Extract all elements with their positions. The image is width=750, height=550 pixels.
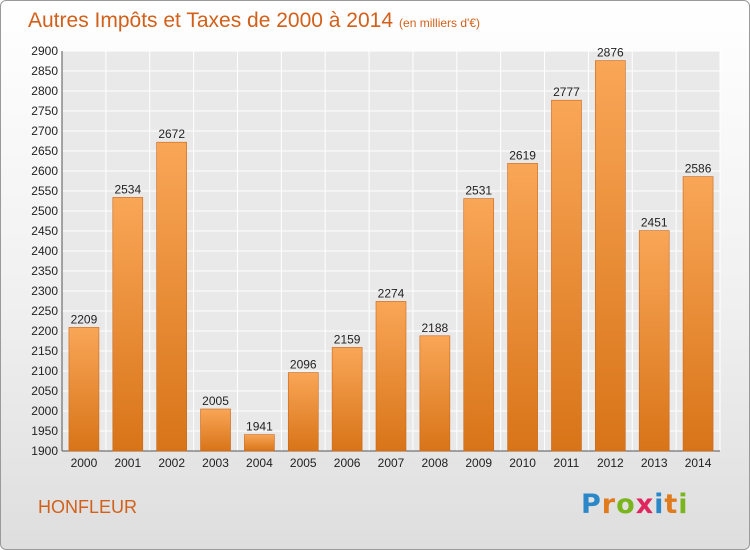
x-tick-label: 2000	[71, 456, 98, 470]
x-tick-label: 2008	[422, 456, 449, 470]
x-tick-label: 2013	[641, 456, 668, 470]
bar	[287, 372, 319, 452]
bar-value-label: 2209	[71, 312, 98, 326]
x-tick-label: 2004	[246, 456, 273, 470]
x-tick-label: 2009	[465, 456, 492, 470]
y-tick-label: 2150	[31, 344, 58, 358]
bar	[595, 60, 626, 452]
bar-value-label: 1941	[246, 420, 273, 434]
bar-value-label: 2274	[378, 286, 405, 300]
bar-value-label: 2096	[290, 358, 317, 372]
y-tick-label: 2600	[31, 164, 58, 178]
bar	[68, 327, 100, 452]
bar	[419, 335, 451, 452]
y-tick-label: 2500	[31, 204, 58, 218]
y-tick-label: 2800	[31, 84, 58, 98]
bar-value-label: 2777	[553, 85, 580, 99]
bar-value-label: 2159	[334, 332, 361, 346]
y-tick-label: 2650	[31, 144, 58, 158]
x-tick-label: 2010	[509, 456, 536, 470]
bar	[638, 230, 670, 452]
bar	[112, 197, 144, 452]
y-tick-label: 2350	[31, 264, 58, 278]
bar	[507, 163, 538, 452]
logo-letter: i	[678, 489, 689, 520]
x-tick-label: 2002	[158, 456, 185, 470]
bar-value-label: 2531	[465, 184, 492, 198]
y-tick-label: 2400	[31, 244, 58, 258]
bar-value-label: 2188	[422, 321, 449, 335]
y-tick-label: 2100	[31, 364, 58, 378]
title-text: Autres Impôts et Taxes de 2000 à 2014	[28, 9, 394, 32]
bar-value-label: 2876	[597, 46, 624, 60]
y-tick-label: 2200	[31, 324, 58, 338]
logo-letter: x	[635, 489, 655, 520]
x-tick-label: 2006	[334, 456, 361, 470]
y-tick-label: 2550	[31, 184, 58, 198]
y-tick-label: 2750	[31, 104, 58, 118]
y-tick-label: 1950	[31, 424, 58, 438]
y-tick-label: 2450	[31, 224, 58, 238]
logo-letter: P	[581, 489, 602, 520]
x-tick-label: 2012	[597, 456, 624, 470]
y-tick-label: 2050	[31, 384, 58, 398]
chart-title: Autres Impôts et Taxes de 2000 à 2014 (en…	[28, 9, 480, 33]
bar	[682, 176, 714, 452]
x-tick-label: 2003	[202, 456, 229, 470]
title-unit: (en milliers d'€)	[399, 16, 481, 30]
logo-letter: o	[616, 489, 636, 520]
bar	[244, 434, 275, 452]
bar	[331, 347, 363, 452]
logo-letter: r	[601, 489, 617, 520]
x-tick-label: 2011	[554, 456, 580, 470]
y-tick-label: 2700	[31, 124, 58, 138]
bar-value-label: 2005	[202, 394, 229, 408]
y-tick-label: 2250	[31, 304, 58, 318]
bar	[200, 408, 231, 452]
bar-value-label: 2451	[641, 216, 668, 230]
bar-value-label: 2619	[509, 148, 536, 162]
bar	[156, 141, 187, 452]
y-tick-label: 2300	[31, 284, 58, 298]
bar	[463, 198, 495, 452]
proxiti-logo: Proxiti	[581, 489, 689, 520]
city-name: HONFLEUR	[38, 497, 138, 517]
bar-value-label: 2534	[114, 182, 141, 196]
bar-value-label: 2672	[158, 127, 185, 141]
bar-value-label: 2586	[685, 162, 712, 176]
x-tick-label: 2005	[290, 456, 317, 470]
bar	[375, 301, 407, 452]
y-tick-label: 2900	[31, 44, 58, 58]
logo-letter: t	[664, 489, 679, 520]
x-tick-label: 2014	[685, 456, 712, 470]
bar	[551, 99, 582, 452]
logo-letter: i	[654, 489, 665, 520]
x-tick-label: 2007	[378, 456, 405, 470]
y-tick-label: 2000	[31, 404, 58, 418]
y-tick-label: 1900	[31, 444, 58, 458]
y-tick-label: 2850	[31, 64, 58, 78]
x-tick-label: 2001	[114, 456, 141, 470]
